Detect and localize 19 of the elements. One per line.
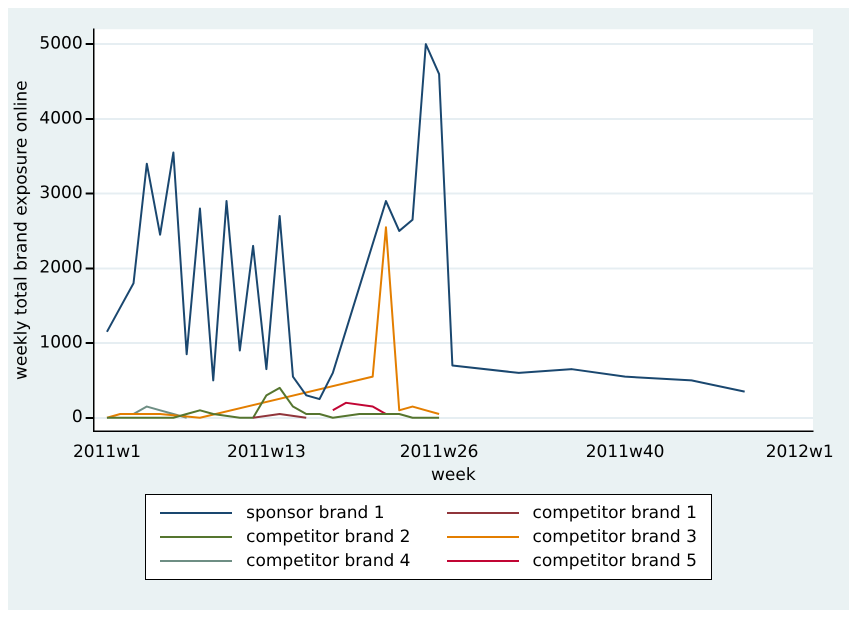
y-tick-label: 3000 bbox=[39, 183, 83, 204]
x-tick-label: 2011w40 bbox=[586, 442, 665, 462]
y-tick-label: 4000 bbox=[39, 108, 83, 128]
x-tick-label: 2011w26 bbox=[400, 442, 479, 462]
legend-label: competitor brand 1 bbox=[532, 503, 697, 523]
y-tick-label: 2000 bbox=[39, 258, 83, 278]
legend-label: competitor brand 2 bbox=[246, 527, 410, 547]
x-tick-label: 2011w13 bbox=[226, 442, 306, 462]
x-axis-title: week bbox=[430, 465, 476, 486]
legend-label: sponsor brand 1 bbox=[246, 503, 385, 523]
y-tick-label: 5000 bbox=[39, 34, 83, 54]
legend-label: competitor brand 4 bbox=[246, 551, 410, 571]
legend-label: competitor brand 5 bbox=[532, 551, 697, 571]
y-axis-title: weekly total brand exposure online bbox=[12, 80, 32, 380]
x-tick-label: 2011w1 bbox=[72, 442, 141, 462]
x-tick-label: 2012w1 bbox=[766, 442, 834, 462]
legend-label: competitor brand 3 bbox=[532, 527, 697, 547]
y-tick-label: 1000 bbox=[39, 332, 83, 352]
y-tick-label: 0 bbox=[72, 407, 83, 428]
